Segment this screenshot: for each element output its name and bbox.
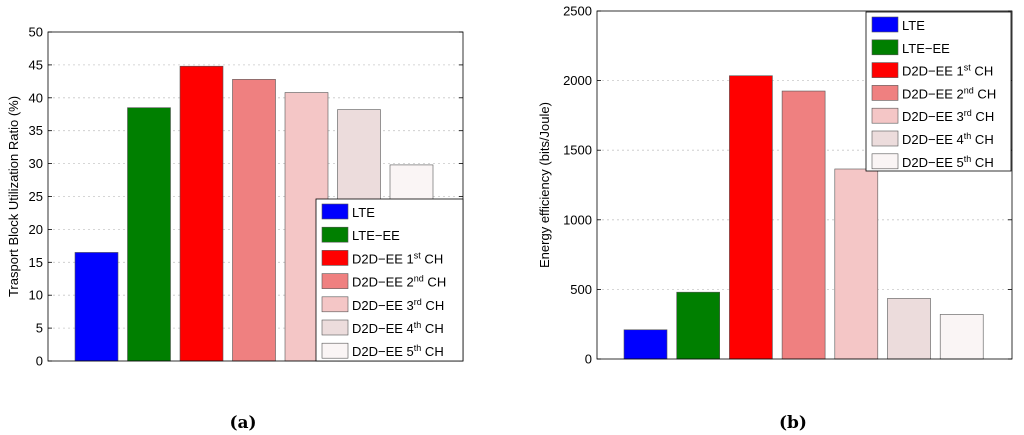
legend-swatch-2 xyxy=(321,226,349,243)
legend-entry-5: D2D−EE 3rd CH xyxy=(902,108,994,124)
legend-swatch-3 xyxy=(321,250,349,266)
legend: LTE LTE−EE D2D−EE 1st CH D2D−EE 2nd CH D2D−E… xyxy=(865,11,1012,172)
y-tick-label: 1000 xyxy=(563,212,592,227)
bar-7 xyxy=(939,314,984,360)
y-tick-label: 20 xyxy=(29,222,43,237)
y-tick-label: 2000 xyxy=(563,73,592,88)
legend-swatch-1 xyxy=(871,16,899,33)
y-tick-label: 25 xyxy=(29,189,43,204)
legend-entry-5: D2D−EE 3rd CH xyxy=(352,297,444,313)
y-tick-label: 30 xyxy=(29,156,43,171)
legend-entry-3: D2D−EE 1st CH xyxy=(902,63,993,79)
bar-2 xyxy=(676,291,721,360)
legend-entry-3: D2D−EE 1st CH xyxy=(352,250,443,266)
legend-entry-7: D2D−EE 5th CH xyxy=(902,154,994,170)
axes-frame xyxy=(47,31,464,362)
y-tick-label: 50 xyxy=(29,25,43,40)
bar-4 xyxy=(781,90,826,360)
bar-3 xyxy=(179,65,224,362)
legend-entry-1: LTE xyxy=(352,205,375,220)
bar-4 xyxy=(232,79,276,362)
axes-frame xyxy=(596,10,1013,360)
legend-entry-7: D2D−EE 5th CH xyxy=(352,343,444,359)
bar-2 xyxy=(127,107,171,362)
legend-swatch-6 xyxy=(871,130,899,147)
legend-entry-4: D2D−EE 2nd CH xyxy=(352,274,446,290)
y-axis-label: Trasport Block Utilization Ratio (%) xyxy=(6,96,21,297)
caption-a: (a) xyxy=(229,413,256,433)
legend-swatch-7 xyxy=(321,342,349,359)
y-tick-label: 5 xyxy=(36,321,43,336)
legend-swatch-1 xyxy=(321,203,349,220)
bar-6 xyxy=(887,298,931,360)
y-tick-label: 35 xyxy=(29,123,43,138)
bar-3 xyxy=(729,75,773,360)
y-tick-label: 40 xyxy=(29,90,43,105)
caption-b: (b) xyxy=(779,413,807,433)
legend-entry-6: D2D−EE 4th CH xyxy=(902,131,994,147)
y-tick-label: 10 xyxy=(29,288,43,303)
legend-entry-1: LTE xyxy=(902,18,925,33)
bar-5 xyxy=(834,168,879,360)
legend-swatch-4 xyxy=(871,85,899,101)
y-tick-label: 1500 xyxy=(563,143,592,158)
y-tick-label: 45 xyxy=(29,57,43,72)
legend-swatch-7 xyxy=(871,153,899,170)
y-tick-label: 0 xyxy=(585,352,592,367)
legend-swatch-4 xyxy=(321,273,349,289)
legend-entry-2: LTE−EE xyxy=(902,41,950,56)
legend-swatch-5 xyxy=(871,107,899,124)
legend-swatch-3 xyxy=(871,62,899,78)
y-tick-label: 2500 xyxy=(563,4,592,19)
y-tick-label: 500 xyxy=(570,282,592,297)
legend-entry-6: D2D−EE 4th CH xyxy=(352,320,444,336)
legend-entry-2: LTE−EE xyxy=(352,228,400,243)
bar-1 xyxy=(623,329,668,360)
y-tick-label: 0 xyxy=(36,354,43,369)
y-axis-label: Energy efficiency (bits/Joule) xyxy=(537,102,552,268)
legend-swatch-5 xyxy=(321,296,349,313)
legend-entry-4: D2D−EE 2nd CH xyxy=(902,85,996,101)
panel-b: 0 500 1000 1500 2000 2500 Energy efficiency (b… xyxy=(537,4,1013,367)
legend: LTE LTE−EE D2D−EE 1st CH D2D−EE 2nd CH D2D−E… xyxy=(315,198,464,362)
legend-swatch-6 xyxy=(321,319,349,336)
bar-1 xyxy=(74,252,119,362)
legend-swatch-2 xyxy=(871,39,899,56)
panel-a: 0 5 10 15 20 25 30 35 40 45 50 Trasport Block Utili… xyxy=(6,25,464,369)
y-tick-label: 15 xyxy=(29,255,43,270)
